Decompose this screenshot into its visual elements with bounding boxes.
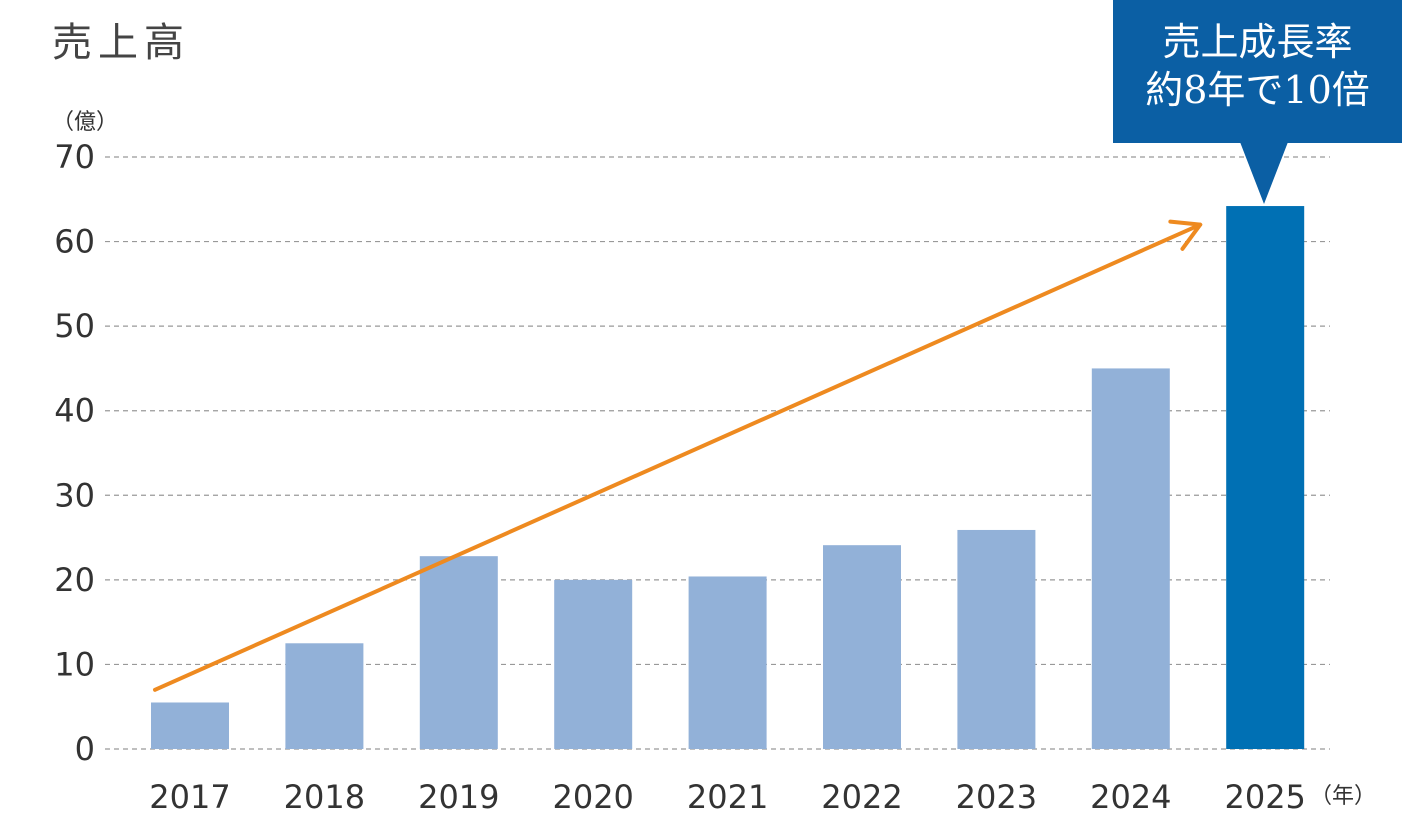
y-tick-label-20: 20 — [54, 561, 95, 599]
bars — [151, 206, 1305, 750]
bar-2019 — [419, 556, 498, 749]
bar-2018 — [285, 643, 364, 749]
x-tick-label-2017: 2017 — [149, 778, 230, 816]
trend-arrow — [153, 219, 1203, 692]
bar-2021 — [688, 576, 767, 749]
x-tick-label-2021: 2021 — [687, 778, 768, 816]
callout-line-1: 売上成長率 — [1162, 20, 1353, 64]
trend-arrow-head — [1168, 219, 1203, 251]
callout-pointer — [1240, 142, 1288, 204]
y-tick-label-0: 0 — [75, 730, 95, 768]
y-tick-label-70: 70 — [54, 138, 95, 176]
x-tick-label-2025: 2025 — [1224, 778, 1305, 816]
y-axis-ticks: 0 10 20 30 40 50 60 70 — [54, 138, 95, 768]
x-axis-unit: （年） — [1310, 784, 1377, 809]
trend-arrow-shaft — [153, 222, 1203, 692]
bar-2023 — [957, 529, 1036, 749]
x-tick-label-2023: 2023 — [956, 778, 1037, 816]
x-tick-label-2018: 2018 — [284, 778, 365, 816]
y-tick-label-60: 60 — [54, 223, 95, 261]
y-tick-label-10: 10 — [54, 645, 95, 683]
x-tick-label-2019: 2019 — [418, 778, 499, 816]
bar-2024 — [1091, 368, 1170, 749]
x-tick-label-2022: 2022 — [821, 778, 902, 816]
chart-title: 売上高 — [52, 20, 190, 66]
y-tick-label-30: 30 — [54, 476, 95, 514]
bar-2020 — [554, 579, 633, 749]
y-axis-unit: （億） — [52, 110, 119, 135]
y-tick-label-40: 40 — [54, 392, 95, 430]
bar-2025 — [1226, 206, 1305, 750]
y-tick-label-50: 50 — [54, 307, 95, 345]
x-tick-label-2020: 2020 — [552, 778, 633, 816]
x-axis-ticks: 2017 2018 2019 2020 2021 2022 2023 2024 2025 — [149, 778, 1306, 816]
growth-callout: 売上成長率 約8年で10倍 — [1113, 0, 1402, 143]
callout-line-2: 約8年で10倍 — [1145, 68, 1370, 112]
x-tick-label-2024: 2024 — [1090, 778, 1171, 816]
bar-2022 — [823, 545, 901, 749]
bar-2017 — [151, 702, 229, 749]
